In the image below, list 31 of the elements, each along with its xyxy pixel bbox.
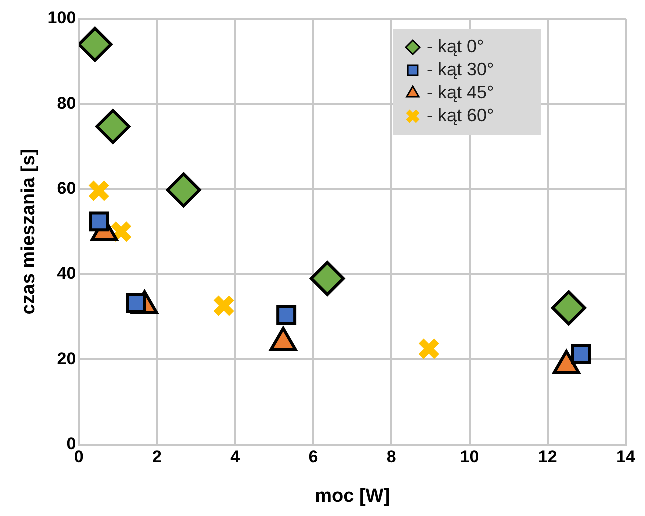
point bbox=[79, 27, 113, 62]
y-tick-label: 60 bbox=[57, 179, 76, 198]
point bbox=[166, 172, 202, 208]
y-tick-label: 20 bbox=[57, 349, 76, 368]
legend-label: - kąt 0° bbox=[427, 36, 484, 56]
point bbox=[551, 290, 586, 326]
point bbox=[89, 212, 110, 232]
point bbox=[276, 305, 297, 326]
point bbox=[418, 338, 440, 360]
x-tick-label: 4 bbox=[230, 448, 241, 467]
x-tick-label: 2 bbox=[152, 448, 162, 467]
y-axis-title: czas mieszania [s] bbox=[18, 148, 40, 315]
x-tick-label: 10 bbox=[460, 448, 480, 467]
y-tick-label: 0 bbox=[66, 434, 76, 454]
point bbox=[96, 109, 131, 144]
y-tick-label: 40 bbox=[57, 264, 76, 284]
y-tick-label: 100 bbox=[48, 8, 76, 28]
y-tick-label: 80 bbox=[57, 94, 76, 113]
legend-label: - kąt 45° bbox=[427, 82, 494, 102]
x-axis-title: moc [W] bbox=[315, 486, 390, 507]
point bbox=[310, 261, 346, 296]
x-tick-label: 6 bbox=[308, 448, 318, 467]
point bbox=[571, 344, 592, 364]
x-tick-label: 12 bbox=[538, 448, 558, 467]
legend-label: - kąt 60° bbox=[427, 105, 494, 126]
legend-label: - kąt 30° bbox=[427, 59, 494, 80]
x-tick-label: 8 bbox=[386, 448, 396, 467]
point bbox=[88, 180, 110, 202]
point bbox=[110, 220, 133, 244]
point bbox=[212, 294, 236, 318]
x-tick-label: 14 bbox=[616, 448, 636, 467]
